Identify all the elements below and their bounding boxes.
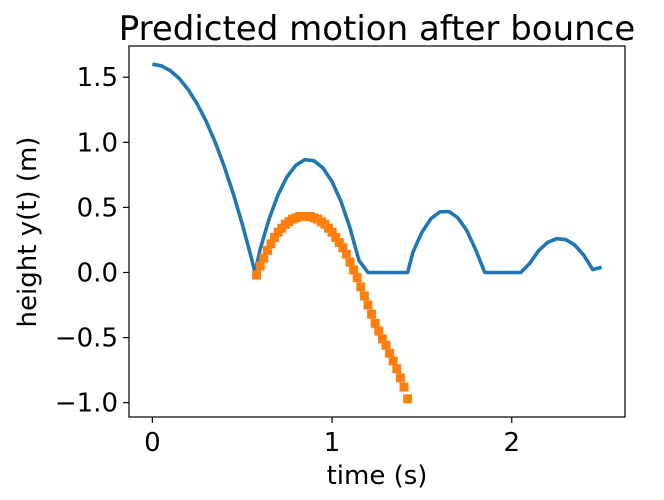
series-marker <box>392 364 402 374</box>
plot-area <box>128 45 626 418</box>
series-marker <box>356 282 366 292</box>
x-tick-label: 2 <box>504 428 521 458</box>
series-marker <box>259 253 269 263</box>
series-line <box>152 62 603 275</box>
series-marker <box>331 232 341 242</box>
series-marker <box>349 265 359 275</box>
chart-title: Predicted motion after bounce <box>119 9 636 49</box>
y-tick-label: 0.0 <box>77 259 118 289</box>
series-marker <box>262 245 272 255</box>
series-marker <box>381 340 391 350</box>
series-marker <box>370 318 380 328</box>
y-ticks: 1.5 1.0 0.5 0.0 −0.5 −1.0 <box>55 63 129 419</box>
series-marker <box>403 394 413 404</box>
series-marker <box>270 232 280 242</box>
series-marker <box>327 227 337 237</box>
series-marker <box>377 334 387 344</box>
series-marker <box>359 291 369 301</box>
y-axis-label: height y(t) (m) <box>13 137 43 328</box>
y-tick-label: 1.5 <box>77 63 118 93</box>
series-marker <box>385 348 395 358</box>
series-marker <box>399 382 409 392</box>
series-marker <box>395 373 405 383</box>
series-marker <box>252 270 262 280</box>
y-tick-label: −1.0 <box>55 389 118 419</box>
y-tick-label: 1.0 <box>77 128 118 158</box>
y-tick-label: 0.5 <box>77 193 118 223</box>
series-marker <box>352 273 362 283</box>
series-marker <box>266 239 276 249</box>
series-layer <box>152 62 603 404</box>
series-marker <box>363 300 373 310</box>
x-axis-label: time (s) <box>327 461 428 491</box>
series-marker <box>345 257 355 267</box>
x-tick-label: 0 <box>144 428 161 458</box>
series-marker <box>341 249 351 259</box>
series-marker <box>388 356 398 366</box>
x-tick-label: 1 <box>324 428 341 458</box>
series-marker <box>334 238 344 248</box>
y-tick-label: −0.5 <box>55 324 118 354</box>
series-marker <box>255 261 265 271</box>
axes-frame <box>128 45 626 418</box>
x-ticks: 0 1 2 <box>144 417 520 458</box>
series-marker <box>367 309 377 319</box>
series-marker <box>374 326 384 336</box>
series-marker <box>338 243 348 253</box>
